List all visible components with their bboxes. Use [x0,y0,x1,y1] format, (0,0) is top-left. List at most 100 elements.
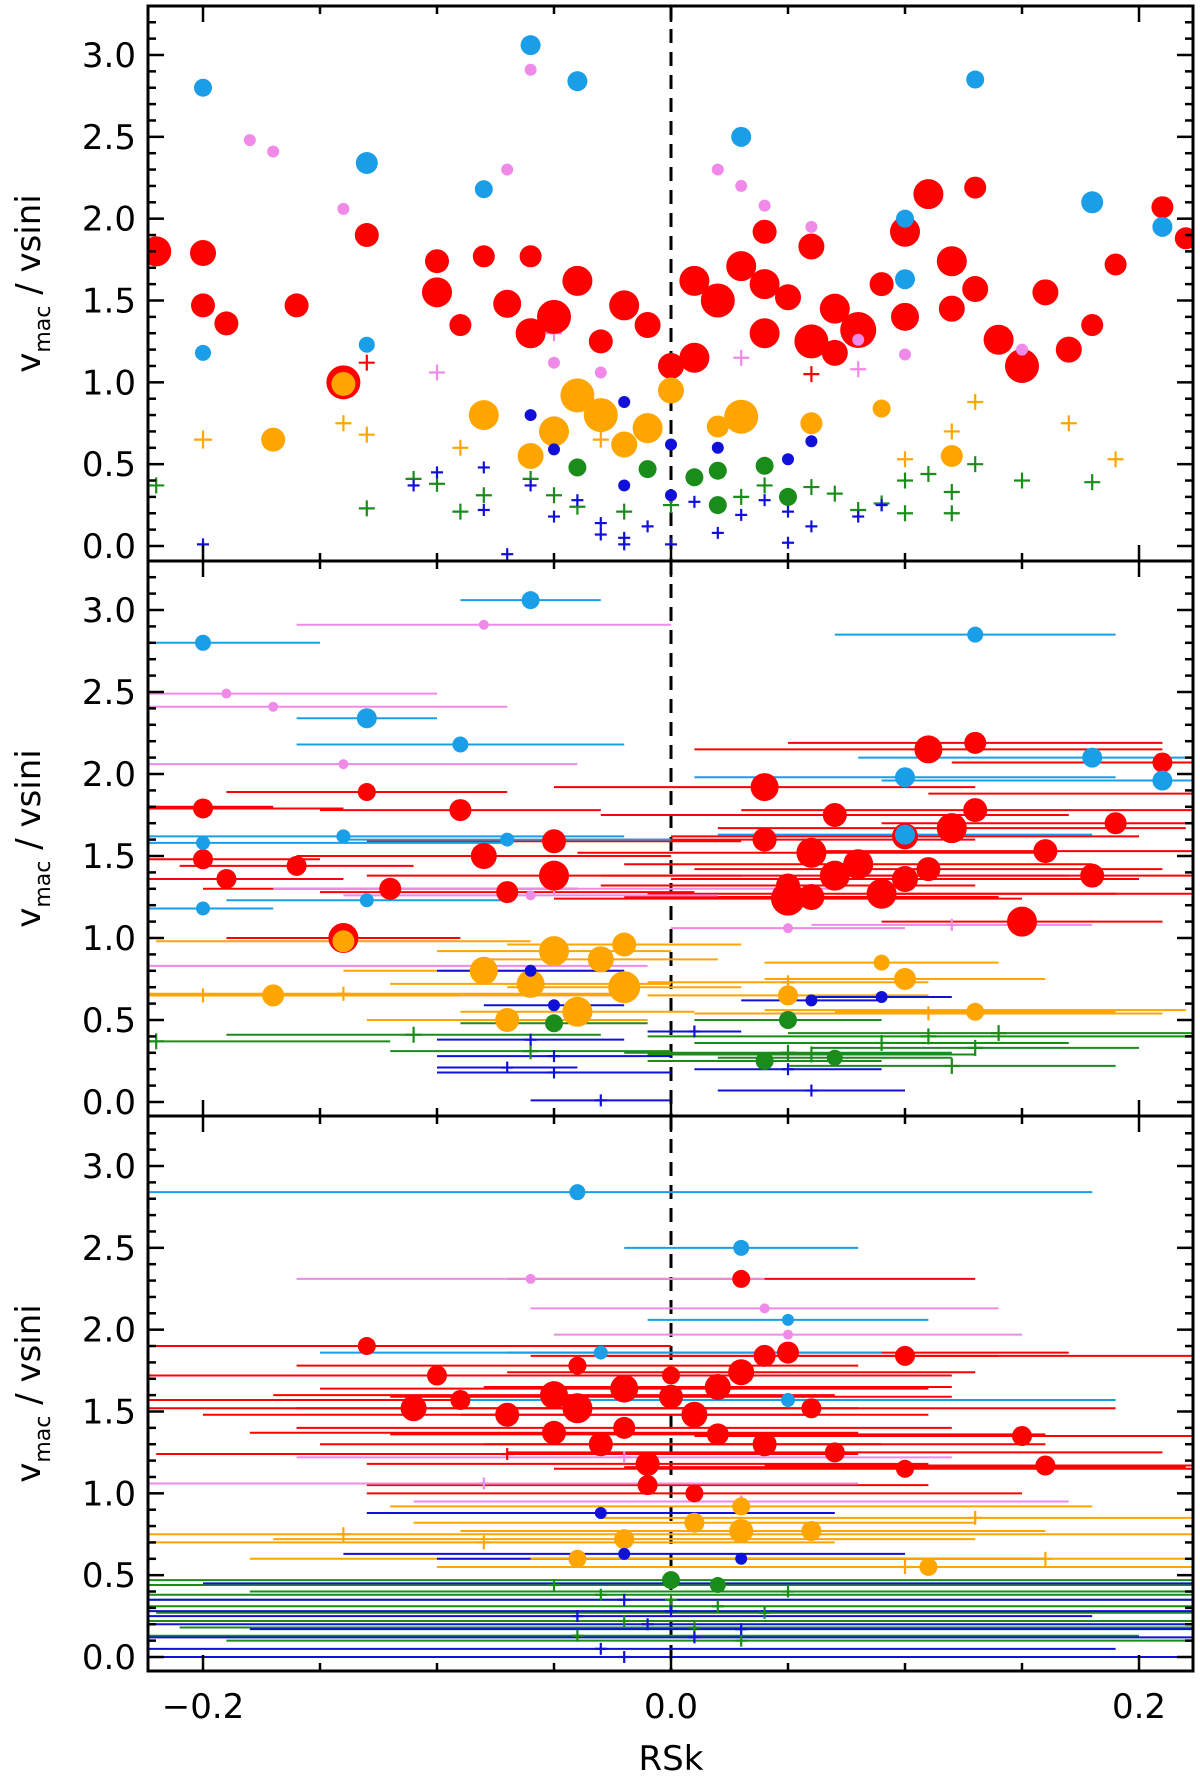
y-axis-label-subscript: mac [31,861,56,908]
point-blue-plus [571,1610,584,1623]
point-orange-plus [943,423,960,440]
point-green-circle [662,1571,680,1590]
point-orange-plus [1038,1551,1053,1566]
point-red-circle [449,314,472,337]
point-orange-plus [452,439,469,456]
point-pink-circle [524,63,537,76]
point-cyan-circle [336,829,351,844]
point-pink-circle [711,163,724,176]
point-blue-plus [688,1025,701,1038]
point-pink-circle [267,145,280,158]
point-green-plus [803,1046,820,1063]
point-blue-plus [782,536,794,549]
point-red-circle [936,813,967,844]
point-blue-circle [735,1552,748,1565]
point-red-circle [936,246,967,277]
point-green-plus [897,472,913,489]
point-green-plus [943,483,960,500]
point-red-circle [470,843,497,869]
point-blue-circle [618,1547,631,1560]
point-green-plus [1084,474,1101,491]
y-axis-label: vmac / vsini [9,1304,56,1483]
point-blue-plus [688,495,701,508]
point-red-circle [540,1381,568,1410]
point-blue-circle [524,964,537,977]
point-cyan-circle [967,626,984,643]
point-blue-plus [548,510,560,523]
point-orange-circle [872,399,891,418]
point-blue-plus [501,1061,514,1074]
point-pink-circle [758,199,771,212]
point-orange-circle [468,400,499,431]
point-blue-circle [805,994,818,1007]
point-blue-circle [618,395,631,408]
point-green-plus [618,1614,631,1627]
point-orange-plus [897,451,913,468]
point-cyan-circle [895,824,915,845]
point-red-circle [964,176,987,199]
point-cyan-circle [358,336,375,353]
y-tick-label: 1.0 [82,1474,136,1514]
point-red-circle [427,1365,447,1386]
point-red-circle [777,1341,799,1364]
point-pink-circle [478,619,489,630]
point-orange-plus [898,1559,912,1574]
point-red-circle [609,290,640,321]
point-green-plus [733,488,750,505]
y-tick-label: 0.5 [82,445,136,485]
point-red-circle [357,783,376,802]
point-orange-circle [331,371,356,396]
point-red-circle [1104,812,1127,835]
point-orange-plus [336,986,351,1001]
y-axis-label-tail: / vsini [9,1304,49,1415]
y-axis-label-subscript: mac [31,1416,56,1463]
point-orange-plus [194,430,212,449]
point-green-circle [545,1014,563,1033]
y-tick-label: 1.5 [82,1393,136,1433]
point-pink-circle [783,923,793,934]
point-red-circle [379,877,402,900]
point-green-circle [826,1049,843,1066]
point-orange-circle [261,427,286,452]
point-cyan-circle [195,344,211,361]
y-tick-label: 2.0 [82,755,136,795]
point-orange-plus [967,393,984,410]
point-red-circle [539,860,569,891]
point-green-plus [475,487,492,504]
point-blue-circle [618,479,631,492]
point-orange-plus [335,415,352,432]
point-orange-circle [873,954,890,971]
point-green-plus [826,485,843,502]
point-orange-circle [517,442,544,469]
point-green-circle [708,496,727,515]
point-orange-plus [1107,451,1124,468]
point-blue-plus [594,517,607,530]
point-cyan-circle [500,832,515,847]
point-red-circle [890,216,920,247]
point-green-plus [1014,472,1030,489]
point-red-circle [610,1374,639,1403]
point-cyan-circle [731,126,752,147]
point-blue-plus [431,466,443,479]
point-green-plus [943,1057,960,1074]
point-blue-plus [641,1618,654,1631]
point-red-circle [749,269,780,300]
point-green-plus [616,503,633,520]
point-red-circle [1080,863,1105,888]
point-red-circle [495,1402,520,1427]
point-pink-circle [548,356,560,369]
point-cyan-circle [195,634,211,651]
point-red-circle [679,265,710,296]
point-red-circle [637,1475,658,1496]
y-axis-label-main: v [9,908,49,928]
point-blue-plus [805,520,818,533]
point-green-plus [711,1600,724,1613]
point-green-plus [756,477,773,494]
point-pink-plus [850,361,867,378]
point-red-circle [796,837,827,868]
point-blue-plus [571,494,584,507]
y-axis-label-main: v [9,353,49,373]
point-red-circle [753,1344,776,1367]
point-blue-plus [548,1066,560,1079]
y-tick-label: 2.5 [82,1229,136,1269]
